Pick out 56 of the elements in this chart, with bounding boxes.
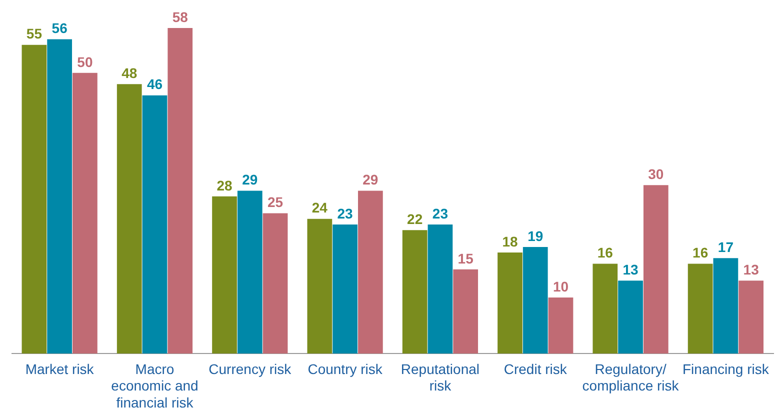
bar [402,230,428,354]
data-label: 19 [528,228,544,244]
data-label: 13 [622,261,639,278]
bar [332,224,358,354]
data-label: 55 [26,26,42,42]
data-label: 50 [77,54,93,70]
x-tick-label: Reputational risk [400,360,480,394]
bar [358,190,383,354]
data-label: 22 [407,210,423,227]
data-label: 13 [743,261,760,278]
data-label: 56 [52,20,68,36]
bar [643,185,668,354]
data-label: 10 [552,278,569,294]
data-label: 15 [458,250,474,266]
x-tick-label: Country risk [308,360,384,377]
bar [498,252,522,354]
bar [618,280,643,354]
data-label: 23 [432,205,448,222]
bar [237,190,262,354]
bar [428,224,453,354]
data-label: 16 [692,244,708,261]
data-label: 23 [337,205,354,222]
data-label: 18 [502,233,518,250]
x-tick-label: Credit risk [504,360,568,377]
data-label: 29 [362,172,378,188]
data-label: 29 [242,172,258,188]
data-label: 46 [146,76,163,92]
bar [307,218,332,354]
bar [212,196,237,354]
x-tick-label: Currency risk [208,360,292,377]
bar [116,84,142,354]
bar [47,39,72,354]
x-tick-label: Macro economic and financial risk [111,360,198,410]
data-label: 28 [216,177,233,194]
bar [262,213,288,354]
data-label: 17 [718,239,734,256]
bar [522,246,548,354]
bar [72,72,98,354]
bar [453,269,478,354]
bar [688,264,713,354]
data-label: 30 [648,166,664,182]
data-label: 24 [312,200,328,216]
bar [548,297,574,354]
bar [713,258,738,354]
x-tick-label: Financing risk [682,360,770,377]
bar [738,280,764,354]
bar [592,264,618,354]
x-tick-label: Market risk [25,360,95,377]
data-label: 25 [267,194,284,210]
data-label: 48 [122,64,138,81]
data-label: 16 [597,244,614,261]
x-tick-label: Regulatory/ compliance risk [582,360,680,394]
bar [142,95,168,354]
bar [22,44,47,354]
data-label: 58 [172,8,188,25]
bar [168,28,193,354]
